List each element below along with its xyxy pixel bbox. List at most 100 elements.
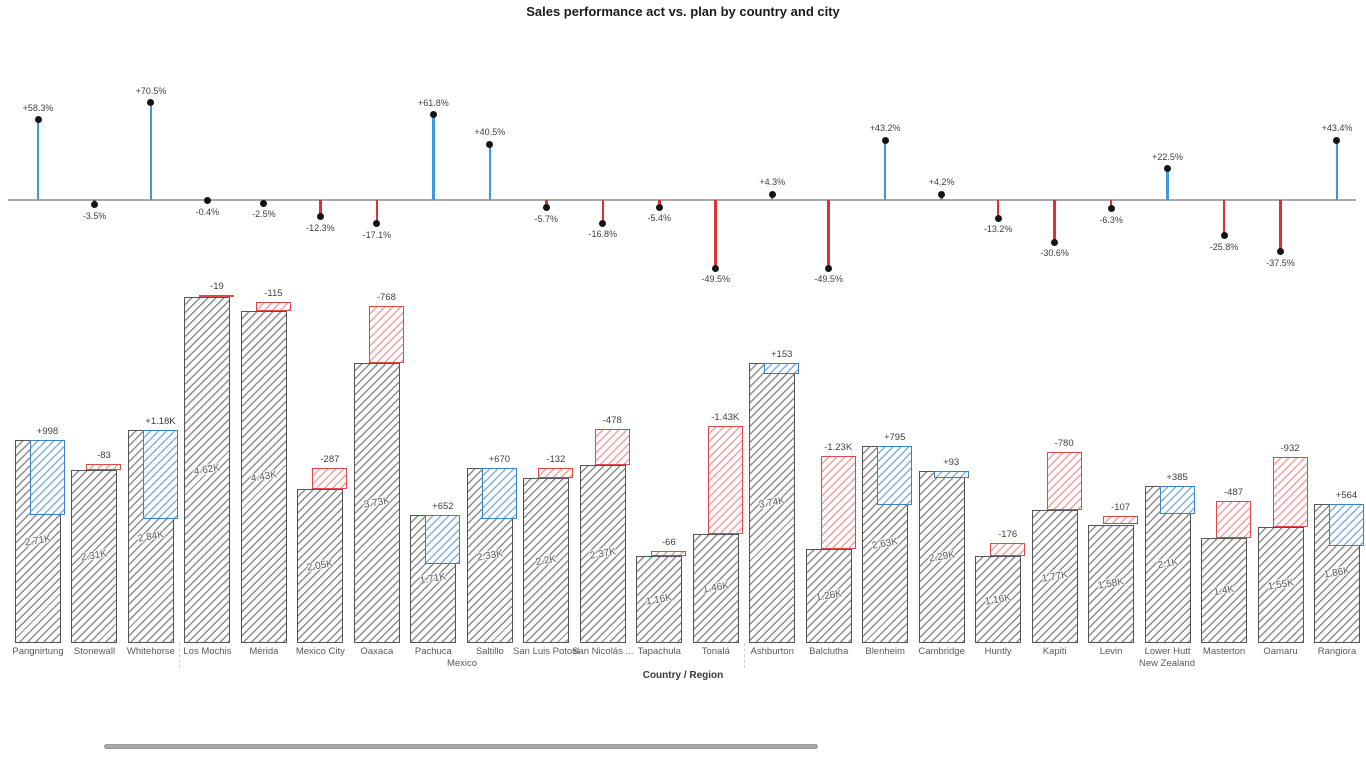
variance-overlay[interactable] [30,439,65,515]
variance-dot[interactable] [768,190,776,198]
variance-dot[interactable] [825,264,833,272]
city-label[interactable]: Blenheim [865,646,905,657]
variance-dot[interactable] [1164,165,1172,173]
variance-overlay[interactable] [199,295,235,298]
variance-overlay[interactable] [255,302,291,311]
variance-dot[interactable] [1051,238,1059,246]
city-label[interactable]: Saltillo [475,646,504,657]
city-label[interactable]: Lower Hutt [1144,646,1191,657]
city-label[interactable]: Tonalá [701,646,730,657]
city-label[interactable]: Ashburton [750,646,794,657]
city-label[interactable]: San Luis Potosí [513,646,580,657]
variance-overlay[interactable] [764,362,800,374]
city-label[interactable]: Cambridge [918,646,965,657]
actual-bar[interactable] [692,533,739,643]
variance-stem[interactable] [1335,140,1339,200]
variance-stem[interactable] [1053,200,1056,243]
city-label[interactable]: San Nicolás ... [572,646,634,657]
actual-bar[interactable] [523,478,570,643]
actual-bar[interactable] [918,471,965,643]
city-label[interactable]: Balclutha [809,646,849,657]
actual-bar[interactable] [1201,538,1248,643]
variance-stem[interactable] [658,200,661,208]
actual-bar[interactable] [975,556,1022,643]
variance-stem[interactable] [149,102,153,200]
actual-bar[interactable] [71,469,118,643]
variance-dot[interactable] [542,204,550,212]
variance-stem[interactable] [1166,168,1169,200]
variance-dot[interactable] [486,140,494,148]
variance-dot[interactable] [1220,232,1228,240]
city-label[interactable]: Mérida [249,646,279,657]
variance-stem[interactable] [601,200,605,224]
variance-dot[interactable] [203,197,211,205]
variance-overlay[interactable] [1272,456,1308,527]
actual-bar[interactable] [353,363,400,643]
variance-overlay[interactable] [651,551,687,556]
variance-overlay[interactable] [86,463,122,470]
variance-overlay[interactable] [707,426,743,534]
variance-dot[interactable] [712,264,720,272]
city-label[interactable]: Stonewall [73,646,116,657]
actual-bar[interactable] [1088,524,1135,643]
variance-overlay[interactable] [877,445,913,506]
variance-dot[interactable] [373,220,381,228]
variance-stem[interactable] [375,200,379,224]
horizontal-scrollbar-thumb[interactable] [104,744,818,749]
actual-bar[interactable] [636,556,683,643]
variance-stem[interactable] [545,200,548,208]
actual-bar[interactable] [749,362,796,643]
variance-overlay[interactable] [481,468,517,519]
city-label[interactable]: Levin [1099,646,1123,657]
variance-overlay[interactable] [538,468,574,478]
variance-dot[interactable] [34,116,42,124]
variance-stem[interactable] [1109,200,1113,209]
variance-overlay[interactable] [1216,501,1252,538]
variance-dot[interactable] [655,203,663,211]
variance-dot[interactable] [260,199,268,207]
variance-dot[interactable] [881,136,889,144]
variance-dot[interactable] [1333,136,1341,144]
variance-dot[interactable] [1107,205,1115,213]
variance-stem[interactable] [714,200,717,269]
actual-bar[interactable] [240,310,287,643]
actual-bar[interactable] [579,465,626,643]
city-label[interactable]: Rangiora [1317,646,1357,657]
variance-stem[interactable] [827,200,830,269]
actual-bar[interactable] [184,296,231,643]
variance-overlay[interactable] [990,542,1026,556]
variance-dot[interactable] [147,99,155,107]
city-label[interactable]: Tapachula [637,646,681,657]
variance-dot[interactable] [429,111,437,119]
variance-stem[interactable] [996,200,1000,219]
actual-bar[interactable] [297,489,344,643]
city-label[interactable]: Huntly [984,646,1012,657]
variance-stem[interactable] [1279,200,1282,252]
city-label[interactable]: Oamaru [1263,646,1298,657]
variance-overlay[interactable] [1159,485,1195,515]
variance-overlay[interactable] [820,456,856,549]
variance-overlay[interactable] [142,430,178,519]
variance-stem[interactable] [432,114,435,200]
variance-dot[interactable] [994,214,1002,222]
variance-dot[interactable] [1277,248,1285,256]
city-label[interactable]: Whitehorse [126,646,175,657]
variance-stem[interactable] [1222,200,1226,236]
city-label[interactable]: Oaxaca [360,646,394,657]
variance-overlay[interactable] [594,429,630,466]
variance-dot[interactable] [938,190,946,198]
variance-dot[interactable] [90,201,98,209]
variance-overlay[interactable] [425,514,461,564]
variance-stem[interactable] [319,200,322,217]
city-label[interactable]: Kapiti [1042,646,1067,657]
city-label[interactable]: Masterton [1202,646,1246,657]
city-label[interactable]: Pangnirtung [12,646,64,657]
variance-overlay[interactable] [1103,516,1139,525]
variance-stem[interactable] [883,140,887,200]
city-label[interactable]: Los Mochis [183,646,232,657]
actual-bar[interactable] [1257,526,1304,643]
actual-bar[interactable] [805,548,852,643]
variance-overlay[interactable] [1046,451,1082,511]
actual-bar[interactable] [1031,510,1078,643]
city-label[interactable]: Pachuca [414,646,452,657]
